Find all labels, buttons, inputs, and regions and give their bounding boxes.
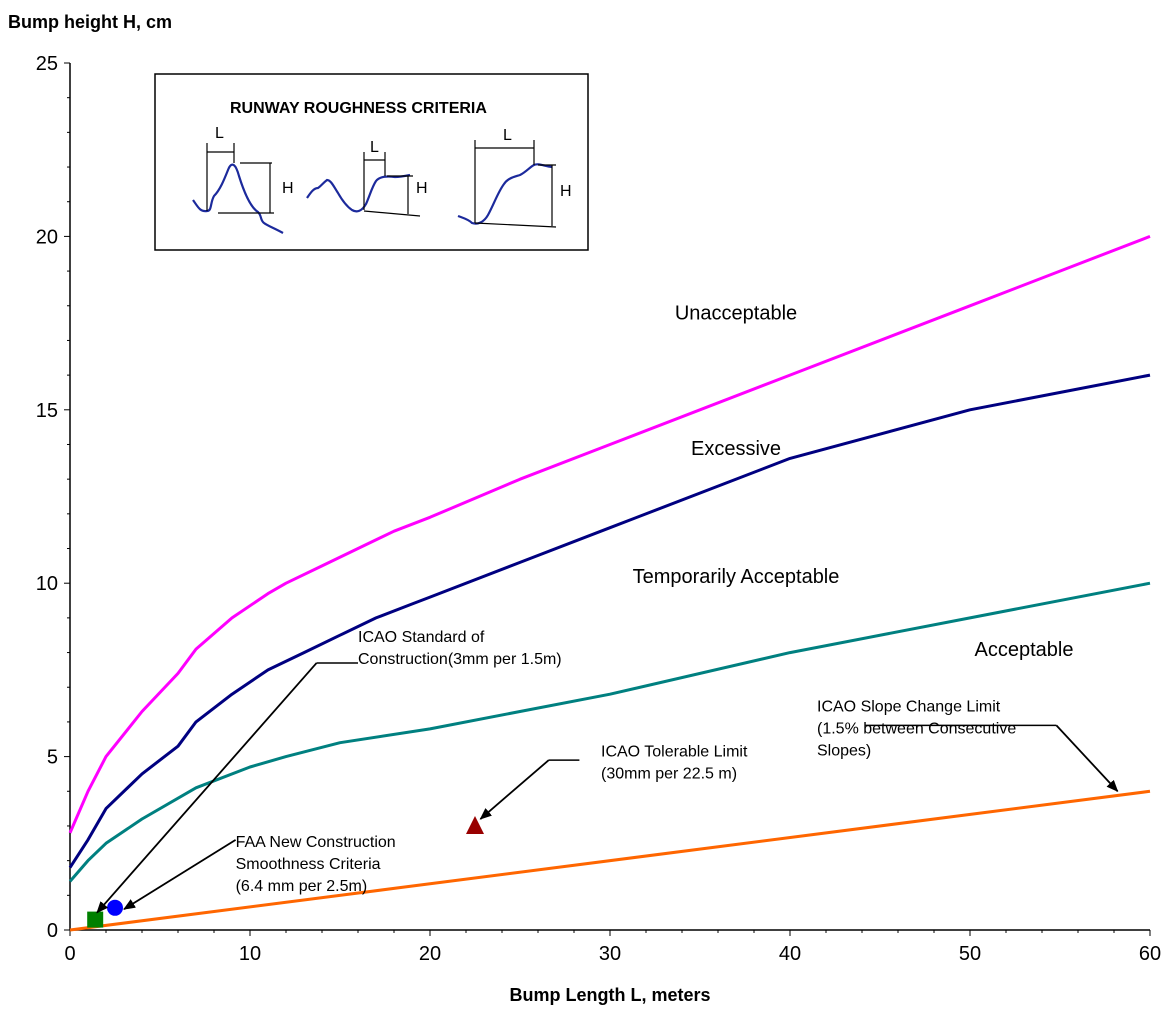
marker-layer (87, 815, 484, 928)
triangle-marker (466, 815, 484, 834)
inset-height-label-2: H (416, 180, 428, 197)
region-labels: Unacceptable Excessive Temporarily Accepta… (633, 303, 1074, 661)
annotation-4: ICAO Slope Change Limit (1.5% between Con… (817, 699, 1119, 793)
region-label-1: Unacceptable (675, 303, 797, 325)
annotation-line: FAA New Construction (236, 834, 396, 851)
annotation-line: (30mm per 22.5 m) (601, 766, 737, 783)
region-label-3: Temporarily Acceptable (633, 566, 840, 588)
annotation-arrow (123, 839, 237, 910)
series-line-2 (68, 373, 1151, 869)
annotation-1: ICAO Standard of Construction(3mm per 1.5… (96, 629, 562, 914)
x-tick-label: 40 (779, 943, 801, 965)
series-line-1 (68, 235, 1151, 834)
x-axis-title: Bump Length L, meters (509, 985, 710, 1005)
annotation-3: FAA New Construction Smoothness Criteria (… (123, 834, 396, 910)
x-tick-label: 50 (959, 943, 981, 965)
inset-frame (154, 73, 589, 251)
series-line-3 (68, 581, 1151, 883)
annotation-line: Smoothness Criteria (236, 856, 381, 873)
series-layer (68, 235, 1151, 932)
region-label-4: Acceptable (975, 639, 1074, 661)
annotation-text: FAA New Construction Smoothness Criteria (… (236, 834, 396, 895)
roughness-criteria-inset: RUNWAY ROUGHNESS CRITERIA L H L H L H (154, 73, 589, 251)
x-tick-label: 0 (64, 943, 75, 965)
y-tick-label: 20 (36, 226, 58, 248)
y-tick-label: 25 (36, 53, 58, 75)
inset-profile-1 (192, 163, 284, 234)
inset-length-label-3: L (503, 127, 512, 144)
y-tick-label: 0 (47, 920, 58, 942)
annotation-2: ICAO Tolerable Limit (30mm per 22.5 m) (479, 744, 748, 820)
annotation-arrow (96, 662, 318, 914)
annotation-text: ICAO Slope Change Limit (1.5% between Con… (817, 699, 1016, 760)
x-tick-label: 60 (1139, 943, 1161, 965)
y-axis-title: Bump height H, cm (8, 12, 172, 32)
inset-length-label-1: L (215, 125, 224, 142)
annotation-text: ICAO Tolerable Limit (30mm per 22.5 m) (601, 744, 748, 783)
square-marker (87, 911, 104, 928)
annotation-arrow (1055, 724, 1119, 793)
x-tick-label: 20 (419, 943, 441, 965)
annotation-line: ICAO Tolerable Limit (601, 744, 748, 761)
inset-title: RUNWAY ROUGHNESS CRITERIA (230, 100, 487, 117)
annotation-line: ICAO Standard of (358, 629, 485, 646)
y-tick-label: 10 (36, 573, 58, 595)
annotations: ICAO Standard of Construction(3mm per 1.5… (96, 629, 1119, 914)
axes: 0 5 10 15 20 25 0 10 20 30 40 50 60 (36, 53, 1161, 965)
inset-height-label-1: H (282, 180, 294, 197)
annotation-line: ICAO Slope Change Limit (817, 699, 1001, 716)
annotation-arrow (479, 759, 550, 820)
annotation-text: ICAO Standard of Construction(3mm per 1.5… (358, 629, 562, 668)
annotation-line: (6.4 mm per 2.5m) (236, 878, 368, 895)
y-tick-label: 15 (36, 400, 58, 422)
x-tick-label: 30 (599, 943, 621, 965)
series-line-4 (69, 789, 1151, 932)
y-tick-label: 5 (47, 747, 58, 769)
circle-marker (107, 899, 123, 916)
inset-length-label-2: L (370, 139, 379, 156)
annotation-line: Slopes) (817, 743, 871, 760)
annotation-line: (1.5% between Consecutive (817, 721, 1016, 738)
inset-height-label-3: H (560, 183, 572, 200)
x-tick-label: 10 (239, 943, 261, 965)
annotation-line: Construction(3mm per 1.5m) (358, 651, 562, 668)
region-label-2: Excessive (691, 438, 781, 460)
